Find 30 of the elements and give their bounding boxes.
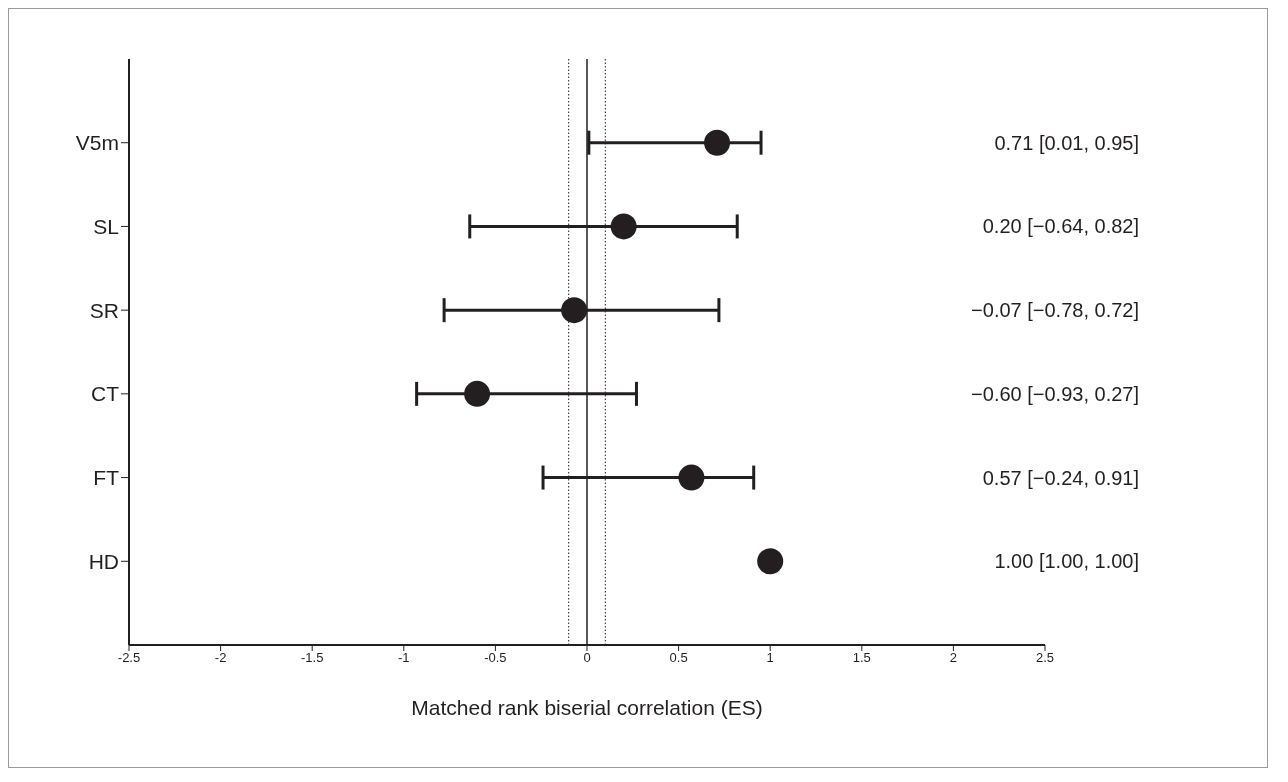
point: [757, 548, 784, 575]
point: [464, 380, 491, 407]
annotation: 1.00 [1.00, 1.00]: [994, 550, 1139, 573]
annotation: −0.07 [−0.78, 0.72]: [971, 299, 1139, 322]
y-tick-label: HD: [88, 549, 119, 573]
annotation: −0.60 [−0.93, 0.27]: [971, 382, 1139, 405]
point: [678, 464, 705, 491]
x-tick-label: -2.5: [117, 650, 141, 666]
x-tick-label: 2: [949, 650, 958, 666]
x-tick-label: -2: [214, 650, 227, 666]
y-tick-label: V5m: [75, 131, 119, 155]
point: [561, 297, 588, 324]
x-tick-label: 1.5: [852, 650, 871, 666]
annotation: 0.71 [0.01, 0.95]: [994, 131, 1139, 154]
y-tick-label: FT: [93, 466, 120, 490]
y-tick-label: SR: [89, 298, 119, 322]
x-tick-label: 0.5: [669, 650, 688, 666]
annotation: 0.57 [−0.24, 0.91]: [982, 466, 1139, 489]
x-tick-label: 1: [766, 650, 774, 666]
x-tick-label: -1.5: [301, 650, 324, 666]
x-axis-title: Matched rank biserial correlation (ES): [411, 696, 763, 719]
x-tick-label: 2.5: [1035, 650, 1055, 666]
x-tick-label: -0.5: [484, 650, 507, 666]
x-tick-label: 0: [583, 650, 591, 666]
y-tick-label: SL: [93, 214, 119, 238]
point: [704, 129, 731, 156]
annotation: 0.20 [−0.64, 0.82]: [982, 215, 1139, 238]
y-tick-label: CT: [91, 382, 120, 406]
x-tick-label: -1: [398, 650, 410, 666]
point: [610, 213, 637, 240]
